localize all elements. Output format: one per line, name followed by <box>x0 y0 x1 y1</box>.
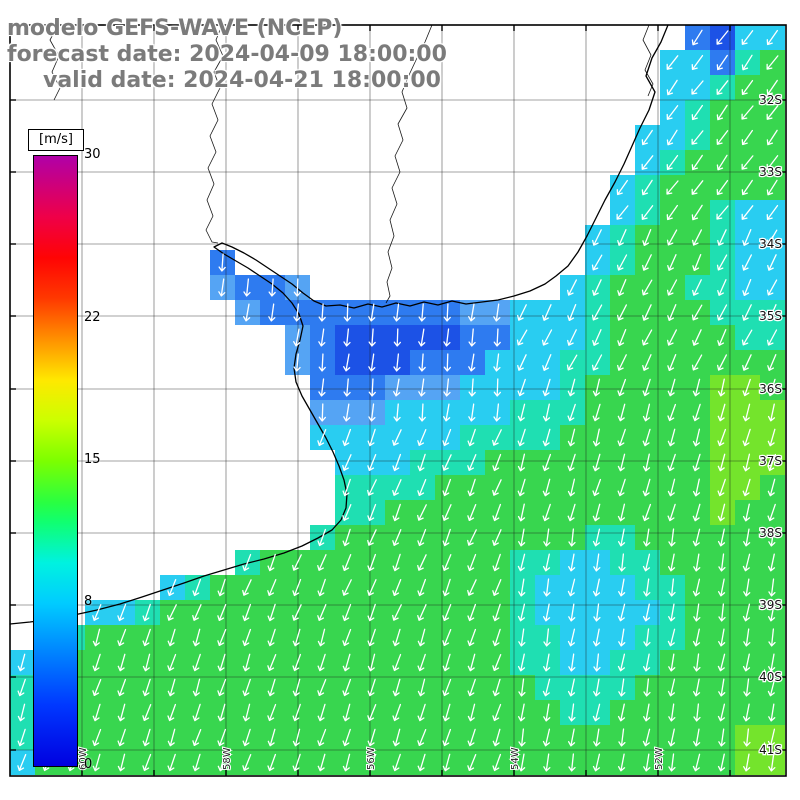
title-block: modelo GEFS-WAVE (NCEP) forecast date: 2… <box>7 16 447 94</box>
colorbar-tick-label: 30 <box>84 147 101 162</box>
lat-label: 40S <box>759 670 782 684</box>
coastline <box>9 24 669 625</box>
lat-label: 38S <box>759 526 782 540</box>
valid-date: valid date: 2024-04-21 18:00:00 <box>43 68 441 93</box>
lat-label: 34S <box>759 237 782 251</box>
lon-label: 56W <box>366 747 377 770</box>
lon-label: 58W <box>222 747 233 770</box>
lat-label: 35S <box>759 309 782 323</box>
forecast-date: forecast date: 2024-04-09 18:00:00 <box>7 42 447 67</box>
colorbar-tick-label: 8 <box>84 594 93 610</box>
latitude-labels: 32S 33S 34S 35S 36S 37S 38S 39S 40S 41S <box>758 92 783 759</box>
longitude-labels: 60W 58W 56W 54W 52W <box>77 746 666 771</box>
lon-label: 54W <box>510 747 521 770</box>
colorbar-tick-label: 15 <box>84 452 101 467</box>
colorbar-gradient <box>33 155 78 767</box>
lon-label: 60W <box>78 747 89 770</box>
colorbar-unit-label: [m/s] <box>28 129 84 151</box>
colorbar-tick-label: 0 <box>84 757 93 772</box>
lat-label: 36S <box>759 382 782 396</box>
lon-label: 52W <box>654 747 665 770</box>
model-title: modelo GEFS-WAVE (NCEP) <box>7 16 343 41</box>
lat-label: 37S <box>759 454 782 468</box>
lat-label: 32S <box>759 93 782 107</box>
wind-arrows <box>17 29 779 772</box>
colorbar-tick-label: 22 <box>84 309 101 325</box>
graticule <box>10 25 786 776</box>
lat-label: 41S <box>759 743 782 757</box>
lat-label: 33S <box>759 165 782 179</box>
map-frame <box>9 24 787 777</box>
lat-label: 39S <box>759 598 782 612</box>
